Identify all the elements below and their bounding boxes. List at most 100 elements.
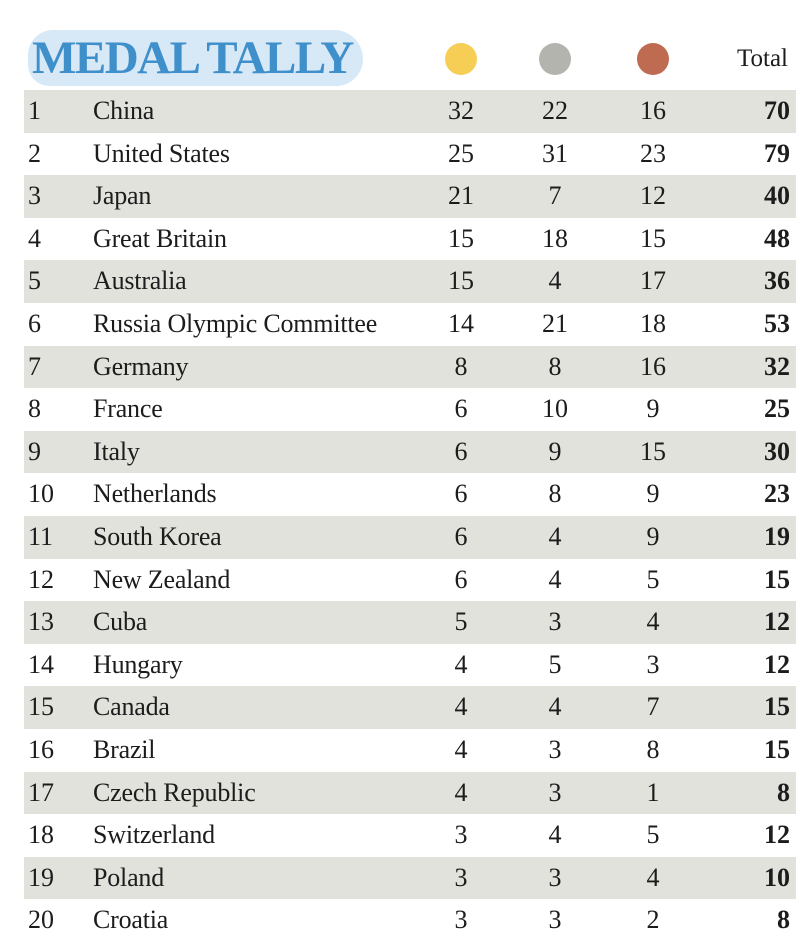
table-row: 16 Brazil 4 3 8 15 [24,729,796,772]
silver-count-cell: 4 [548,521,562,551]
total-count-cell: 10 [764,862,790,892]
country-cell: Italy [93,436,140,466]
silver-count-cell: 3 [548,734,562,764]
total-count-cell: 15 [764,564,790,594]
silver-count-cell: 3 [548,905,562,935]
total-count-cell: 36 [764,266,790,296]
rank-cell: 5 [28,266,41,296]
page-title: MEDAL TALLY [32,32,354,84]
table-row: 18 Switzerland 3 4 5 12 [24,814,796,857]
table-row: 11 South Korea 6 4 9 19 [24,515,796,559]
silver-count-cell: 4 [548,820,562,850]
bronze-count-cell: 9 [646,521,660,551]
country-cell: New Zealand [93,564,231,594]
total-count-cell: 32 [764,351,790,381]
total-count-cell: 40 [764,181,790,211]
bronze-count-cell: 4 [646,607,660,637]
bronze-medal-icon [637,43,669,75]
table-row: 17 Czech Republic 4 3 1 8 [24,771,796,815]
bronze-count-cell: 8 [646,734,660,764]
bronze-count-cell: 18 [640,308,666,338]
bronze-count-cell: 15 [640,436,666,466]
country-cell: Canada [93,692,170,722]
country-cell: Australia [93,266,187,296]
table-header: MEDAL TALLY Total [0,0,810,90]
total-count-cell: 79 [764,138,790,168]
gold-count-cell: 3 [454,862,468,892]
total-count-cell: 53 [764,308,790,338]
table-row: 14 Hungary 4 5 3 12 [24,644,796,687]
silver-count-cell: 18 [542,223,568,253]
table-row: 15 Canada 4 4 7 15 [24,686,796,729]
silver-count-cell: 3 [548,607,562,637]
silver-count-cell: 4 [548,692,562,722]
silver-count-cell: 21 [542,308,568,338]
bronze-count-cell: 16 [640,351,666,381]
table-row: 13 Cuba 5 3 4 12 [24,601,796,644]
table-row: 20 Croatia 3 3 2 8 [24,899,796,942]
gold-count-cell: 4 [454,692,468,722]
bronze-count-cell: 17 [640,266,666,296]
rank-cell: 13 [28,607,54,637]
bronze-count-cell: 15 [640,223,666,253]
gold-count-cell: 8 [454,351,468,381]
bronze-count-cell: 4 [646,862,660,892]
rank-cell: 12 [28,564,54,594]
bronze-count-cell: 23 [640,138,666,168]
gold-count-cell: 32 [448,96,474,125]
bronze-count-cell: 3 [646,649,660,679]
country-cell: Great Britain [93,223,227,253]
total-count-cell: 12 [764,607,790,637]
total-count-cell: 12 [764,649,790,679]
total-count-cell: 30 [764,436,790,466]
gold-count-cell: 6 [454,479,468,509]
bronze-count-cell: 7 [646,692,660,722]
total-count-cell: 15 [764,692,790,722]
rank-cell: 4 [28,223,41,253]
total-count-cell: 8 [777,777,790,807]
total-count-cell: 19 [764,521,790,551]
gold-count-cell: 25 [448,138,474,168]
rank-cell: 8 [28,394,41,424]
gold-medal-icon [445,43,477,75]
bronze-count-cell: 9 [646,394,660,424]
total-count-cell: 15 [764,734,790,764]
rank-cell: 9 [28,436,41,466]
total-count-cell: 23 [764,479,790,509]
table-row: 2 United States 25 31 23 79 [24,133,796,176]
bronze-count-cell: 9 [646,479,660,509]
table-row: 4 Great Britain 15 18 15 48 [24,218,796,261]
bronze-count-cell: 1 [646,777,660,807]
country-cell: Brazil [93,734,156,764]
silver-count-cell: 7 [548,181,562,211]
rank-cell: 15 [28,692,54,722]
rank-cell: 3 [28,181,41,211]
country-cell: Switzerland [93,820,215,850]
gold-count-cell: 5 [454,607,468,637]
title-highlight: MEDAL TALLY [28,30,363,86]
country-cell: Czech Republic [93,777,256,807]
rank-cell: 17 [28,777,54,807]
rank-cell: 11 [28,521,54,551]
rank-cell: 2 [28,138,41,168]
table-row: 19 Poland 3 3 4 10 [24,856,796,900]
silver-count-cell: 9 [548,436,562,466]
total-count-cell: 8 [777,905,790,935]
gold-count-cell: 6 [454,436,468,466]
silver-count-cell: 8 [548,351,562,381]
table-row: 7 Germany 8 8 16 32 [24,345,796,389]
rank-cell: 18 [28,820,54,850]
country-cell: Croatia [93,905,169,935]
rank-cell: 19 [28,862,54,892]
country-cell: Japan [93,181,152,211]
silver-count-cell: 3 [548,777,562,807]
gold-count-cell: 6 [454,521,468,551]
rank-cell: 6 [28,308,41,338]
silver-count-cell: 5 [548,649,562,679]
rank-cell: 16 [28,734,54,764]
rank-cell: 14 [28,649,54,679]
gold-count-cell: 15 [448,266,474,296]
table-row: 5 Australia 15 4 17 36 [24,260,796,303]
table-row: 10 Netherlands 6 8 9 23 [24,473,796,516]
gold-count-cell: 4 [454,734,468,764]
